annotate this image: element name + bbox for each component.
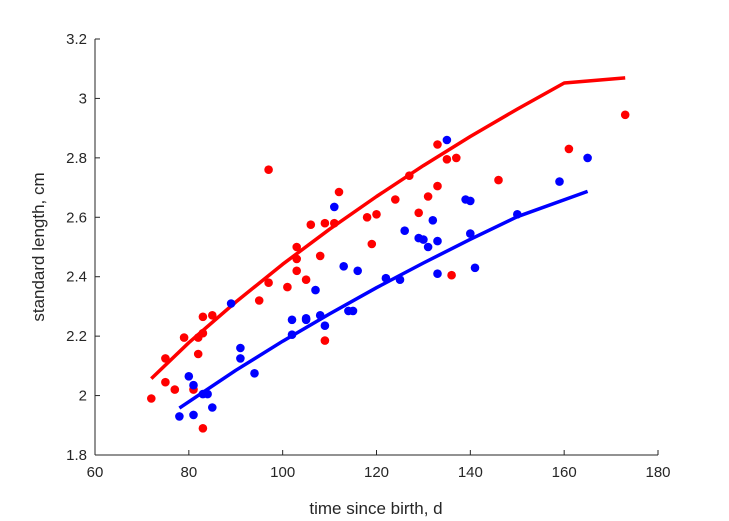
data-point-series-1	[334, 187, 344, 197]
data-point-series-1	[179, 333, 189, 342]
data-point-series-2	[311, 285, 320, 295]
data-point-series-2	[400, 226, 410, 235]
data-point-series-2	[395, 275, 405, 285]
data-point-series-1	[147, 394, 156, 403]
data-point-series-2	[208, 403, 217, 412]
data-point-series-2	[189, 380, 198, 390]
y-tick-label: 2	[79, 388, 87, 405]
data-point-series-2	[381, 273, 391, 283]
data-point-series-1	[414, 208, 424, 218]
data-point-series-2	[513, 210, 522, 219]
data-point-series-1	[306, 220, 316, 229]
data-point-series-1	[494, 175, 503, 185]
data-point-series-1	[292, 242, 302, 252]
data-point-series-2	[301, 314, 311, 323]
data-point-series-2	[348, 306, 358, 316]
data-point-series-1	[320, 218, 330, 228]
data-point-series-2	[339, 262, 349, 271]
data-points	[147, 110, 630, 433]
data-point-series-1	[161, 377, 170, 387]
data-point-series-1	[447, 270, 456, 280]
data-point-series-1	[292, 266, 302, 276]
data-point-series-1	[161, 354, 170, 363]
data-point-series-1	[301, 275, 311, 285]
x-tick-label: 120	[364, 464, 389, 481]
data-point-series-2	[250, 369, 259, 378]
y-tick-label: 2.4	[66, 269, 87, 286]
x-tick-label: 100	[270, 464, 295, 481]
data-point-series-2	[433, 269, 442, 279]
x-tick-label: 140	[458, 464, 483, 481]
data-point-series-1	[367, 239, 377, 249]
data-point-series-1	[391, 195, 400, 204]
fit-curve-1	[150, 76, 626, 380]
data-point-series-1	[193, 349, 203, 359]
data-point-series-1	[433, 181, 442, 191]
data-point-series-2	[315, 311, 325, 320]
data-point-series-2	[330, 202, 339, 212]
data-point-series-1	[330, 218, 339, 228]
x-axis-label: time since birth, d	[309, 499, 442, 518]
x-ticks: 60 80 100 120 140 160 180	[87, 450, 671, 481]
data-point-series-2	[433, 236, 442, 246]
data-point-series-1	[170, 385, 180, 394]
y-tick-label: 3.2	[66, 31, 87, 48]
data-point-series-2	[203, 389, 212, 399]
data-point-series-1	[564, 144, 574, 154]
data-point-series-1	[208, 311, 217, 320]
data-point-series-2	[428, 216, 438, 225]
data-point-series-2	[555, 177, 564, 186]
data-point-series-2	[175, 412, 184, 421]
data-point-series-1	[423, 192, 433, 201]
data-point-series-1	[292, 254, 302, 264]
y-tick-label: 3	[79, 90, 87, 107]
data-point-series-2	[236, 343, 245, 353]
data-point-series-2	[419, 235, 428, 244]
data-point-series-2	[466, 196, 475, 206]
data-point-series-1	[315, 251, 325, 261]
data-point-series-1	[283, 282, 292, 292]
data-point-series-1	[442, 155, 452, 164]
y-tick-label: 2.8	[66, 150, 87, 167]
data-point-series-1	[320, 336, 330, 345]
data-point-series-1	[198, 424, 208, 433]
data-point-series-1	[264, 278, 273, 288]
data-point-series-2	[466, 229, 475, 238]
data-point-series-2	[442, 135, 452, 145]
x-tick-label: 60	[87, 464, 104, 481]
data-point-series-2	[236, 354, 245, 363]
data-point-series-2	[189, 410, 198, 420]
data-point-series-1	[264, 165, 273, 174]
data-point-series-1	[198, 312, 208, 322]
data-point-series-2	[583, 153, 592, 163]
data-point-series-1	[198, 328, 208, 338]
data-point-series-2	[470, 263, 480, 273]
data-point-series-1	[452, 153, 461, 163]
y-axis-label: standard length, cm	[29, 172, 48, 321]
y-tick-label: 2.6	[66, 209, 87, 226]
data-point-series-2	[287, 315, 297, 325]
x-tick-label: 160	[552, 464, 577, 481]
y-tick-label: 1.8	[66, 447, 87, 464]
y-tick-label: 2.2	[66, 328, 87, 345]
data-point-series-2	[184, 372, 194, 381]
data-point-series-1	[405, 171, 414, 180]
data-point-series-1	[372, 210, 381, 219]
fit-curve-2	[178, 189, 589, 410]
x-tick-label: 180	[645, 464, 670, 481]
data-point-series-1	[620, 110, 630, 120]
data-point-series-1	[254, 296, 264, 305]
data-point-series-2	[287, 330, 297, 340]
x-tick-label: 80	[180, 464, 197, 481]
plot-area	[95, 39, 658, 455]
fit-curves	[150, 76, 626, 410]
data-point-series-2	[353, 266, 363, 276]
data-point-series-2	[423, 242, 433, 252]
data-point-series-2	[226, 299, 236, 308]
data-point-series-1	[433, 140, 442, 149]
data-point-series-1	[362, 213, 372, 222]
data-point-series-2	[320, 321, 330, 331]
y-ticks: 1.8 2 2.2 2.4 2.6 2.8 3 3.2	[66, 31, 100, 464]
